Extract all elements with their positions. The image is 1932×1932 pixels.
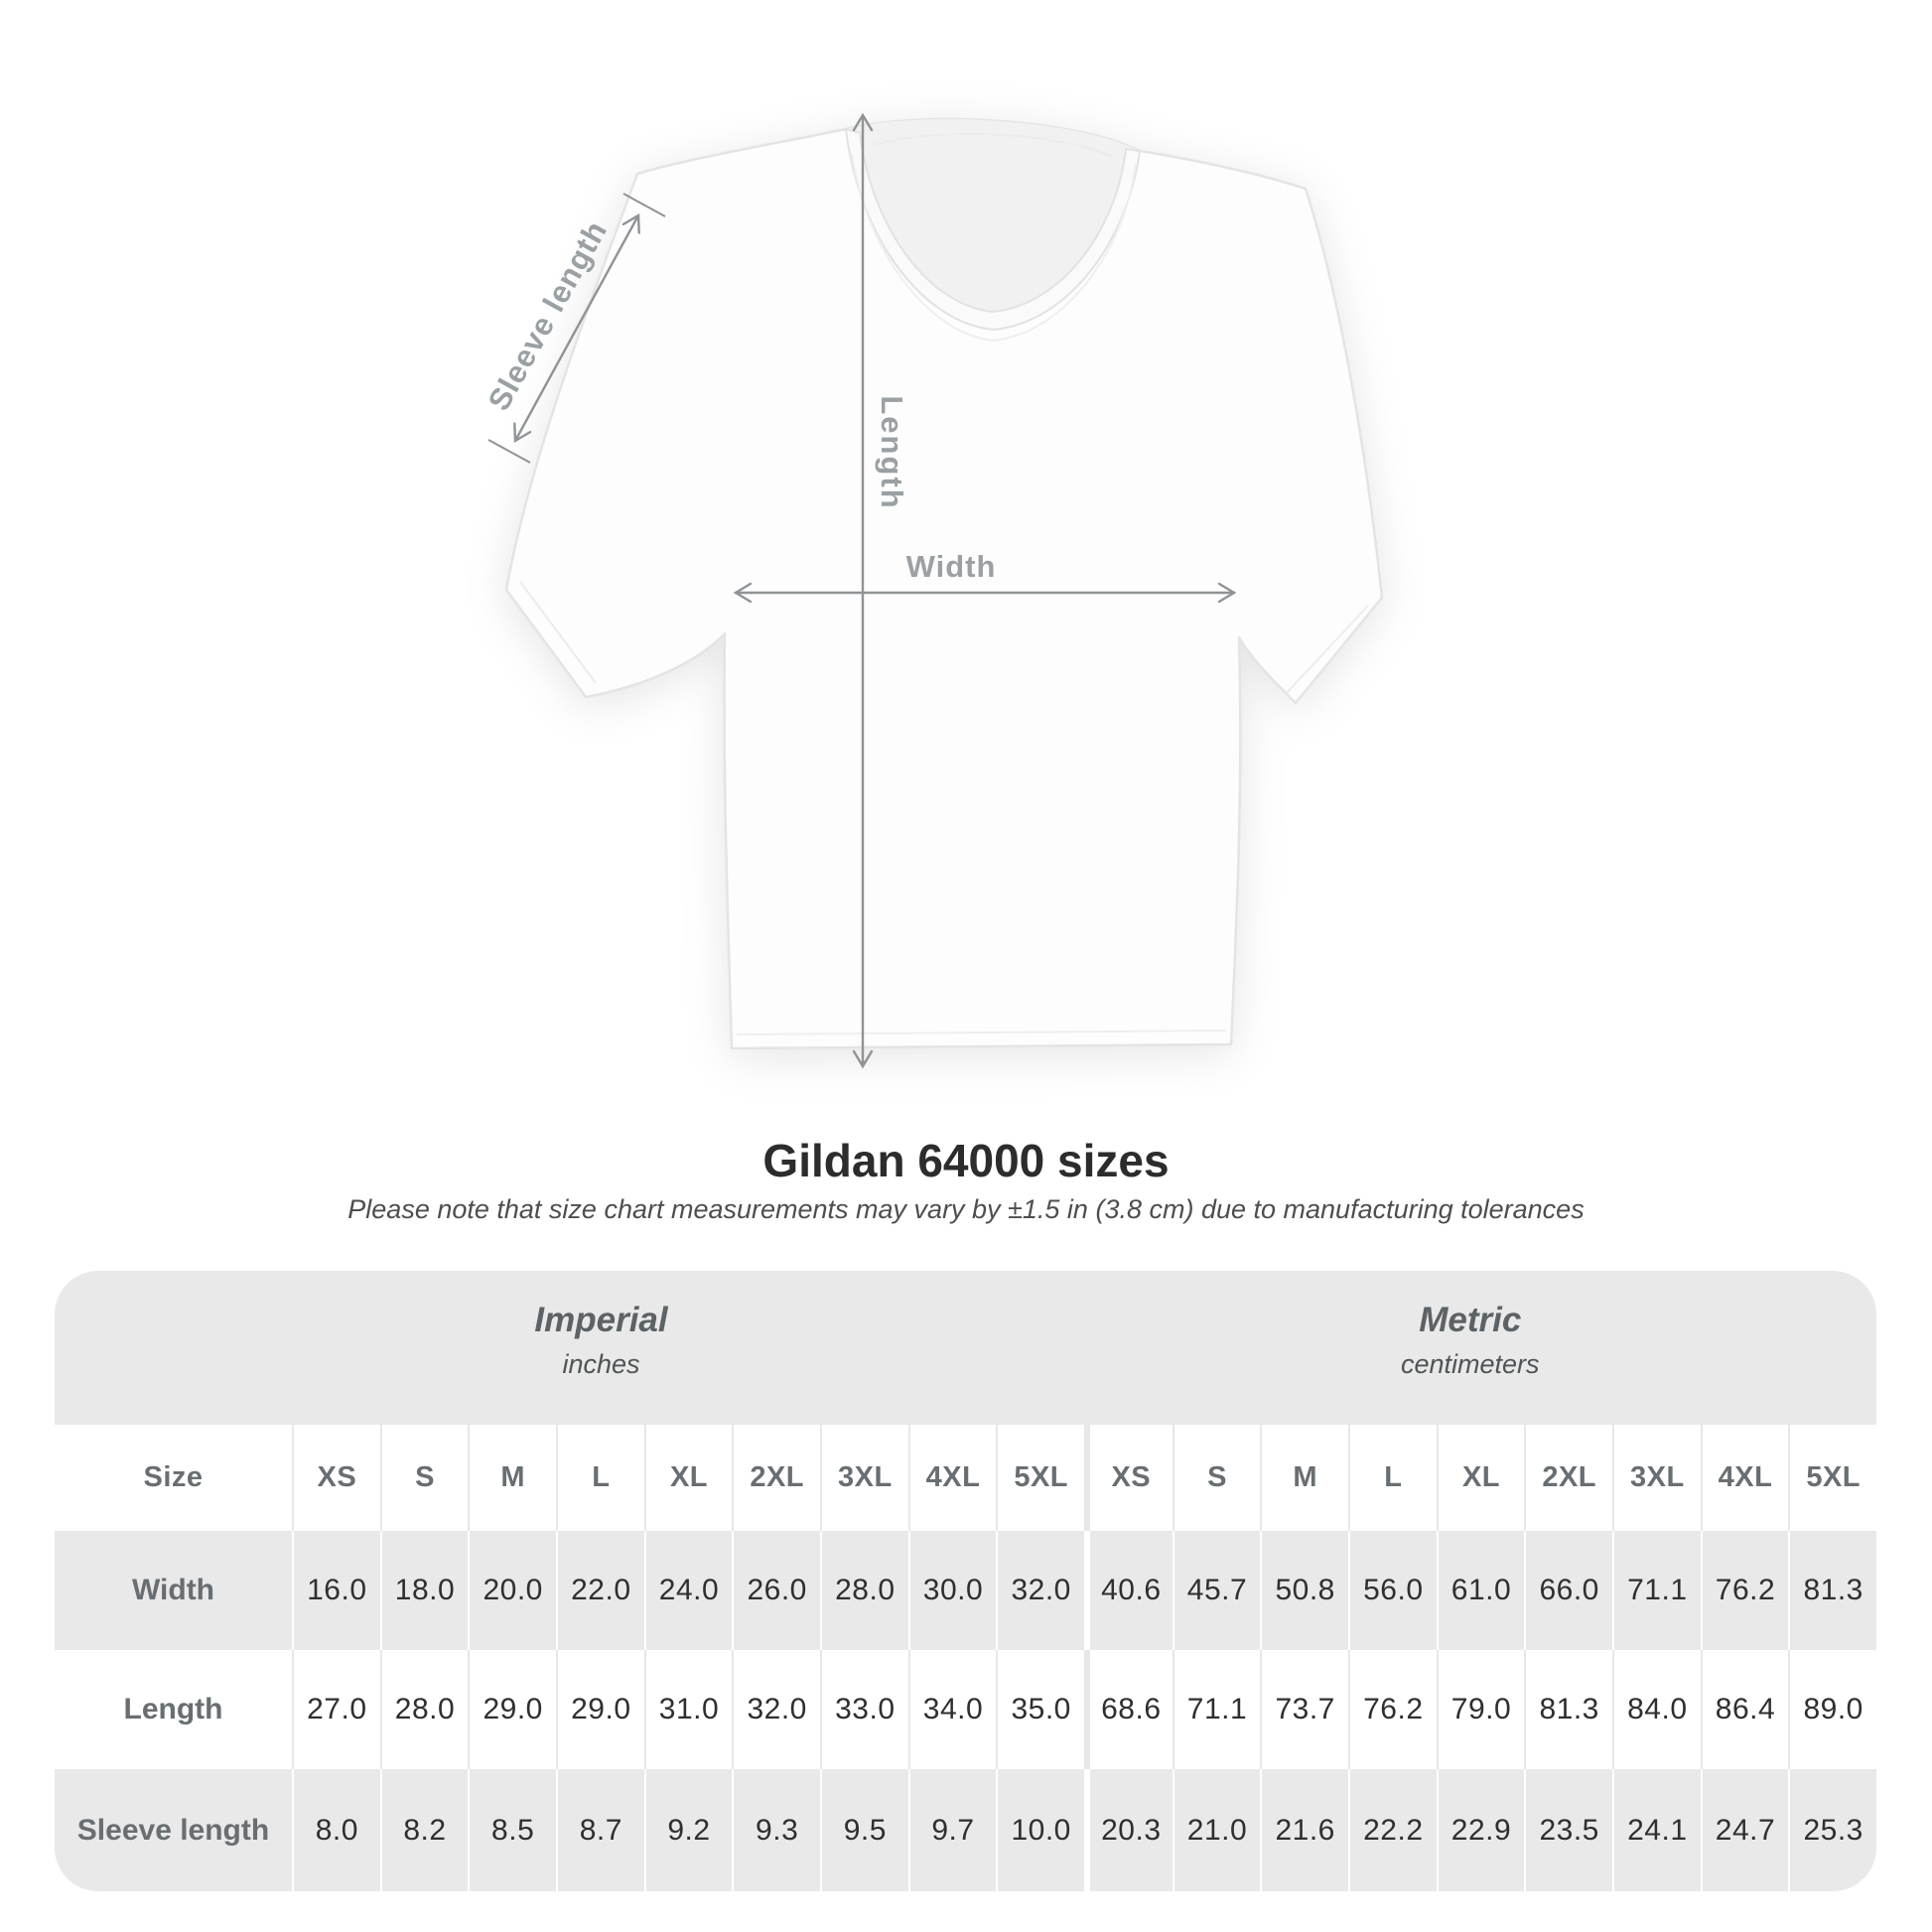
size-table-grid: Size XS S M L XL 2XL 3XL 4XL 5XL XS S M … [55,1425,1876,1891]
length-value: 33.0 [819,1650,908,1769]
size-col-header: 5XL [996,1425,1084,1531]
size-col-header: 4XL [1700,1425,1789,1531]
sleeve-value: 20.3 [1083,1769,1173,1891]
sleeve-value: 8.7 [555,1769,644,1891]
sleeve-value: 24.1 [1611,1769,1701,1891]
sleeve-value: 24.7 [1700,1769,1789,1891]
imperial-header: Imperial inches [534,1301,667,1380]
width-value: 18.0 [379,1531,469,1650]
width-value: 20.0 [468,1531,556,1650]
metric-label: Metric [1419,1301,1522,1339]
size-col-header: L [1347,1425,1437,1531]
sleeve-value: 8.5 [468,1769,556,1891]
width-value: 71.1 [1611,1531,1701,1650]
length-value: 89.0 [1788,1650,1876,1769]
size-col-header: 4XL [907,1425,997,1531]
size-header-cell: Size [55,1425,292,1531]
width-value: 81.3 [1788,1531,1876,1650]
width-value: 76.2 [1700,1531,1789,1650]
size-col-header: 5XL [1788,1425,1876,1531]
width-value: 50.8 [1260,1531,1348,1650]
length-value: 79.0 [1436,1650,1525,1769]
size-col-header: M [1260,1425,1348,1531]
size-col-header: L [555,1425,644,1531]
row-label: Width [55,1531,292,1650]
size-col-header: 3XL [1611,1425,1701,1531]
sleeve-value: 9.3 [732,1769,820,1891]
size-col-header: XS [292,1425,380,1531]
length-value: 84.0 [1611,1650,1701,1769]
sleeve-dimension-tick-bottom [487,439,531,464]
length-value: 76.2 [1347,1650,1437,1769]
width-label: Width [905,549,997,584]
width-value: 45.7 [1172,1531,1261,1650]
size-col-header: 2XL [1524,1425,1612,1531]
length-value: 73.7 [1260,1650,1348,1769]
sleeve-dimension-line [513,212,640,444]
length-value: 86.4 [1700,1650,1789,1769]
sleeve-value: 23.5 [1524,1769,1612,1891]
width-value: 28.0 [819,1531,908,1650]
length-value: 31.0 [643,1650,733,1769]
metric-unit-label: centimeters [1401,1349,1540,1379]
sleeve-value: 9.5 [819,1769,908,1891]
length-value: 27.0 [292,1650,380,1769]
width-value: 26.0 [732,1531,820,1650]
unit-header-band: Imperial inches Metric centimeters [55,1271,1876,1425]
length-value: 29.0 [555,1650,644,1769]
size-col-header: M [468,1425,556,1531]
sleeve-value: 9.2 [643,1769,733,1891]
sleeve-value: 25.3 [1788,1769,1876,1891]
width-value: 56.0 [1347,1531,1437,1650]
width-value: 16.0 [292,1531,380,1650]
size-col-header: XL [1436,1425,1525,1531]
width-value: 66.0 [1524,1531,1612,1650]
size-col-header: 3XL [819,1425,908,1531]
sleeve-value: 21.6 [1260,1769,1348,1891]
length-value: 68.6 [1083,1650,1173,1769]
sleeve-value: 22.2 [1347,1769,1437,1891]
sleeve-value: 8.2 [379,1769,469,1891]
imperial-label: Imperial [534,1301,668,1339]
length-value: 32.0 [732,1650,820,1769]
width-value: 40.6 [1083,1531,1173,1650]
sleeve-dimension-tick-top [622,193,666,217]
length-value: 81.3 [1524,1650,1612,1769]
size-col-header: 2XL [732,1425,820,1531]
size-col-header: S [379,1425,469,1531]
width-value: 30.0 [907,1531,997,1650]
width-value: 61.0 [1436,1531,1525,1650]
row-label: Sleeve length [55,1769,292,1891]
length-value: 71.1 [1172,1650,1261,1769]
width-value: 32.0 [996,1531,1084,1650]
size-table: Imperial inches Metric centimeters Size … [55,1271,1876,1891]
imperial-unit-label: inches [562,1349,640,1379]
metric-header: Metric centimeters [1401,1301,1540,1380]
tshirt-illustration [487,112,1384,1069]
page-title: Gildan 64000 sizes [762,1135,1170,1186]
length-value: 28.0 [379,1650,469,1769]
tolerance-note: Please note that size chart measurements… [347,1194,1585,1224]
width-value: 22.0 [555,1531,644,1650]
size-col-header: S [1172,1425,1261,1531]
row-label: Length [55,1650,292,1769]
sleeve-value: 21.0 [1172,1769,1261,1891]
sleeve-value: 22.9 [1436,1769,1525,1891]
sleeve-value: 9.7 [907,1769,997,1891]
sleeve-value: 10.0 [996,1769,1084,1891]
sleeve-value: 8.0 [292,1769,380,1891]
tshirt-measurement-diagram: Sleeve length Length Width [482,112,1384,1069]
length-value: 35.0 [996,1650,1084,1769]
size-col-header: XS [1083,1425,1173,1531]
length-value: 29.0 [468,1650,556,1769]
length-label: Length [875,395,909,510]
length-value: 34.0 [907,1650,997,1769]
size-col-header: XL [643,1425,733,1531]
width-value: 24.0 [643,1531,733,1650]
